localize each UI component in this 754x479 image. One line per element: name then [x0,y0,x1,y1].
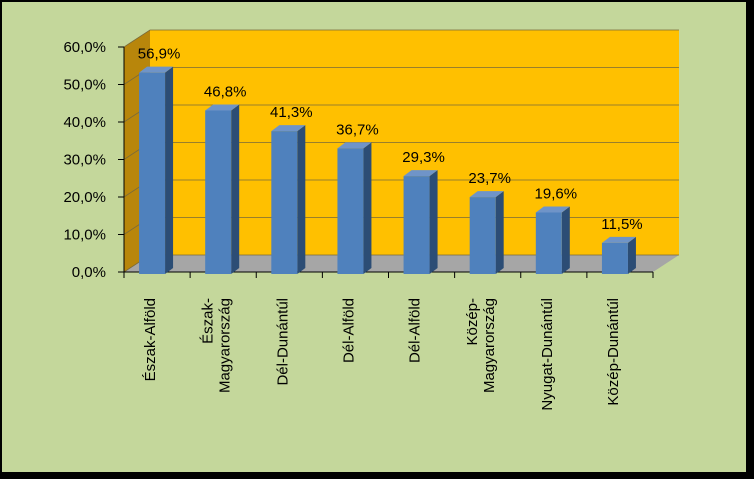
bar-side [363,142,372,274]
bar [535,212,562,274]
x-category-label-line: Nyugat-Dunántúl [539,298,556,411]
data-label: 41,3% [270,104,313,121]
x-category-label-line: Észak- [200,298,217,344]
data-label: 46,8% [204,84,247,101]
x-category-label: Észak-Magyarország [200,298,234,393]
bars [139,66,636,274]
bar [205,110,232,274]
y-tick-label: 20,0% [63,189,106,206]
bar [601,242,628,274]
data-label: 29,3% [402,149,445,166]
data-label: 23,7% [468,170,511,187]
bar [469,197,496,274]
x-category-label-line: Közép-Dunántúl [605,298,622,406]
x-category-label-line: Közép- [464,298,481,346]
bar [139,72,166,274]
chart-area: 56,9% 46,8% 41,3% 36,7% 29,3% 23,7% 19,6% 11,5%… [2,2,746,472]
y-tick-labels: 0,0% 10,0% 20,0% 30,0% 40,0% 50,0% 60,0% [63,39,106,281]
gridline [123,29,679,48]
data-labels: 56,9% 46,8% 41,3% 36,7% 29,3% 23,7% 19,6% 11,5% [138,46,643,233]
y-tick-label: 40,0% [63,114,106,131]
x-category-label: Dél-Alföld [407,298,424,363]
y-tick-label: 50,0% [63,77,106,94]
bar-top [403,170,438,177]
x-category-label: Észak-Alföld [142,298,159,381]
bar [337,148,364,274]
x-category-label-line: Dél-Alföld [340,298,357,363]
data-label: 11,5% [601,216,642,233]
bar-top [337,142,372,149]
bar-side [165,66,174,274]
bar-top [271,125,306,132]
y-tick-label: 10,0% [63,227,106,244]
data-label: 36,7% [336,121,379,138]
bar-top [535,206,570,213]
x-category-labels: Észak-Alföld Észak-Magyarország Dél-Dunánt… [142,298,622,411]
bar-side [495,191,504,274]
x-category-label: Dél-Dunántúl [274,298,291,386]
bar-top [139,66,174,73]
x-category-label-line: Magyarország [481,298,498,393]
x-category-label: Nyugat-Dunántúl [539,298,556,411]
x-category-label: Közép-Dunántúl [605,298,622,406]
bar-side [627,236,636,274]
bar-top [601,236,636,243]
y-tick-label: 30,0% [63,152,106,169]
bar-top [205,104,240,111]
data-label: 19,6% [535,186,578,203]
x-category-label: Dél-Alföld [340,298,357,363]
bar-top [469,191,504,198]
bar-side [297,125,306,274]
x-category-label: Közép-Magyarország [464,298,498,393]
x-category-label-line: Magyarország [217,298,234,393]
bar-side [561,206,570,274]
bar [271,131,298,274]
y-tick-label: 0,0% [72,264,106,281]
bar-side [429,170,438,274]
x-category-label-line: Dél-Dunántúl [274,298,291,386]
data-label: 56,9% [138,46,181,63]
x-category-label-line: Dél-Alföld [407,298,424,363]
bar-chart: 56,9% 46,8% 41,3% 36,7% 29,3% 23,7% 19,6% 11,5%… [63,29,679,411]
bar-side [231,104,240,274]
y-tick-label: 60,0% [63,39,106,56]
bar [403,176,430,274]
x-category-label-line: Észak-Alföld [142,298,159,381]
